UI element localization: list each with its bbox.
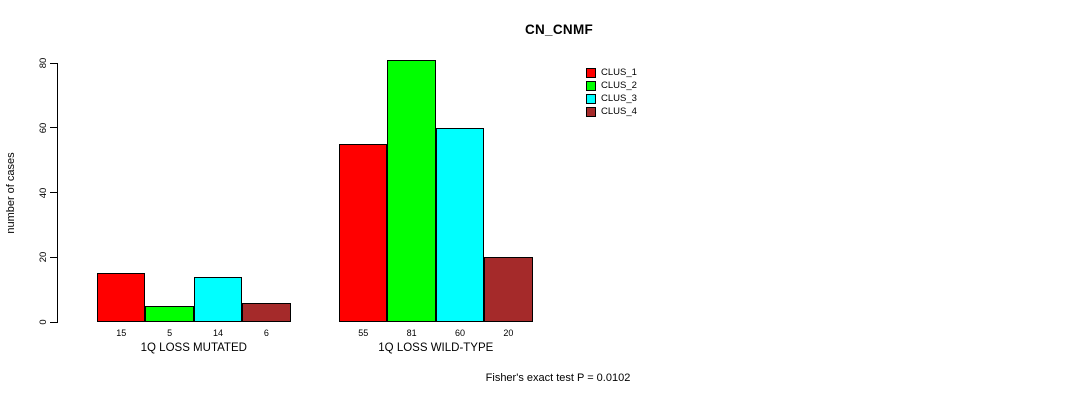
y-axis-line [57,63,58,323]
y-tick-mark [50,321,57,323]
annotation-text: Fisher's exact test P = 0.0102 [485,372,631,384]
bar-value-label: 60 [454,328,465,338]
bar-CLUS_4 [484,257,533,322]
legend-swatch [586,106,596,117]
bar-value-label: 14 [212,328,223,338]
bar-CLUS_2 [387,59,436,322]
legend-item-CLUS_1: CLUS_1 [586,66,637,79]
y-tick-mark [50,127,57,129]
bar-value-label: 6 [263,328,269,338]
x-category-label: 1Q LOSS WILD-TYPE [378,342,494,354]
y-tick-label: 20 [38,251,49,263]
y-axis-title: number of cases [5,152,17,234]
x-category-label: 1Q LOSS MUTATED [140,342,247,354]
bar-CLUS_2 [145,305,194,322]
bar-value-label: 55 [358,328,369,338]
chart-title: CN_CNMF [524,22,594,37]
legend-swatch [586,93,596,104]
y-tick-mark [50,256,57,258]
legend-label: CLUS_4 [601,106,637,117]
bar-value-label: 20 [503,328,514,338]
legend-label: CLUS_2 [601,80,637,91]
bar-value-label: 81 [406,328,417,338]
y-tick-label: 60 [38,122,49,134]
legend-label: CLUS_3 [601,93,637,104]
legend: CLUS_1 CLUS_2 CLUS_3 CLUS_4 [586,66,637,118]
legend-swatch [586,67,596,78]
bar-value-label: 15 [116,328,127,338]
y-tick-label: 0 [38,319,49,325]
y-tick-label: 80 [38,57,49,69]
bar-CLUS_4 [242,302,291,322]
legend-item-CLUS_3: CLUS_3 [586,92,637,105]
bar-CLUS_1 [97,273,146,322]
bar-CLUS_3 [193,276,243,322]
legend-item-CLUS_4: CLUS_4 [586,105,637,118]
bar-value-label: 5 [167,328,173,338]
y-tick-mark [50,192,57,193]
legend-label: CLUS_1 [601,67,637,78]
legend-item-CLUS_2: CLUS_2 [586,79,637,92]
bar-CLUS_1 [339,143,388,322]
bar-CLUS_3 [435,127,485,322]
legend-swatch [586,80,596,91]
y-tick-mark [50,62,57,64]
y-tick-label: 40 [38,187,49,198]
